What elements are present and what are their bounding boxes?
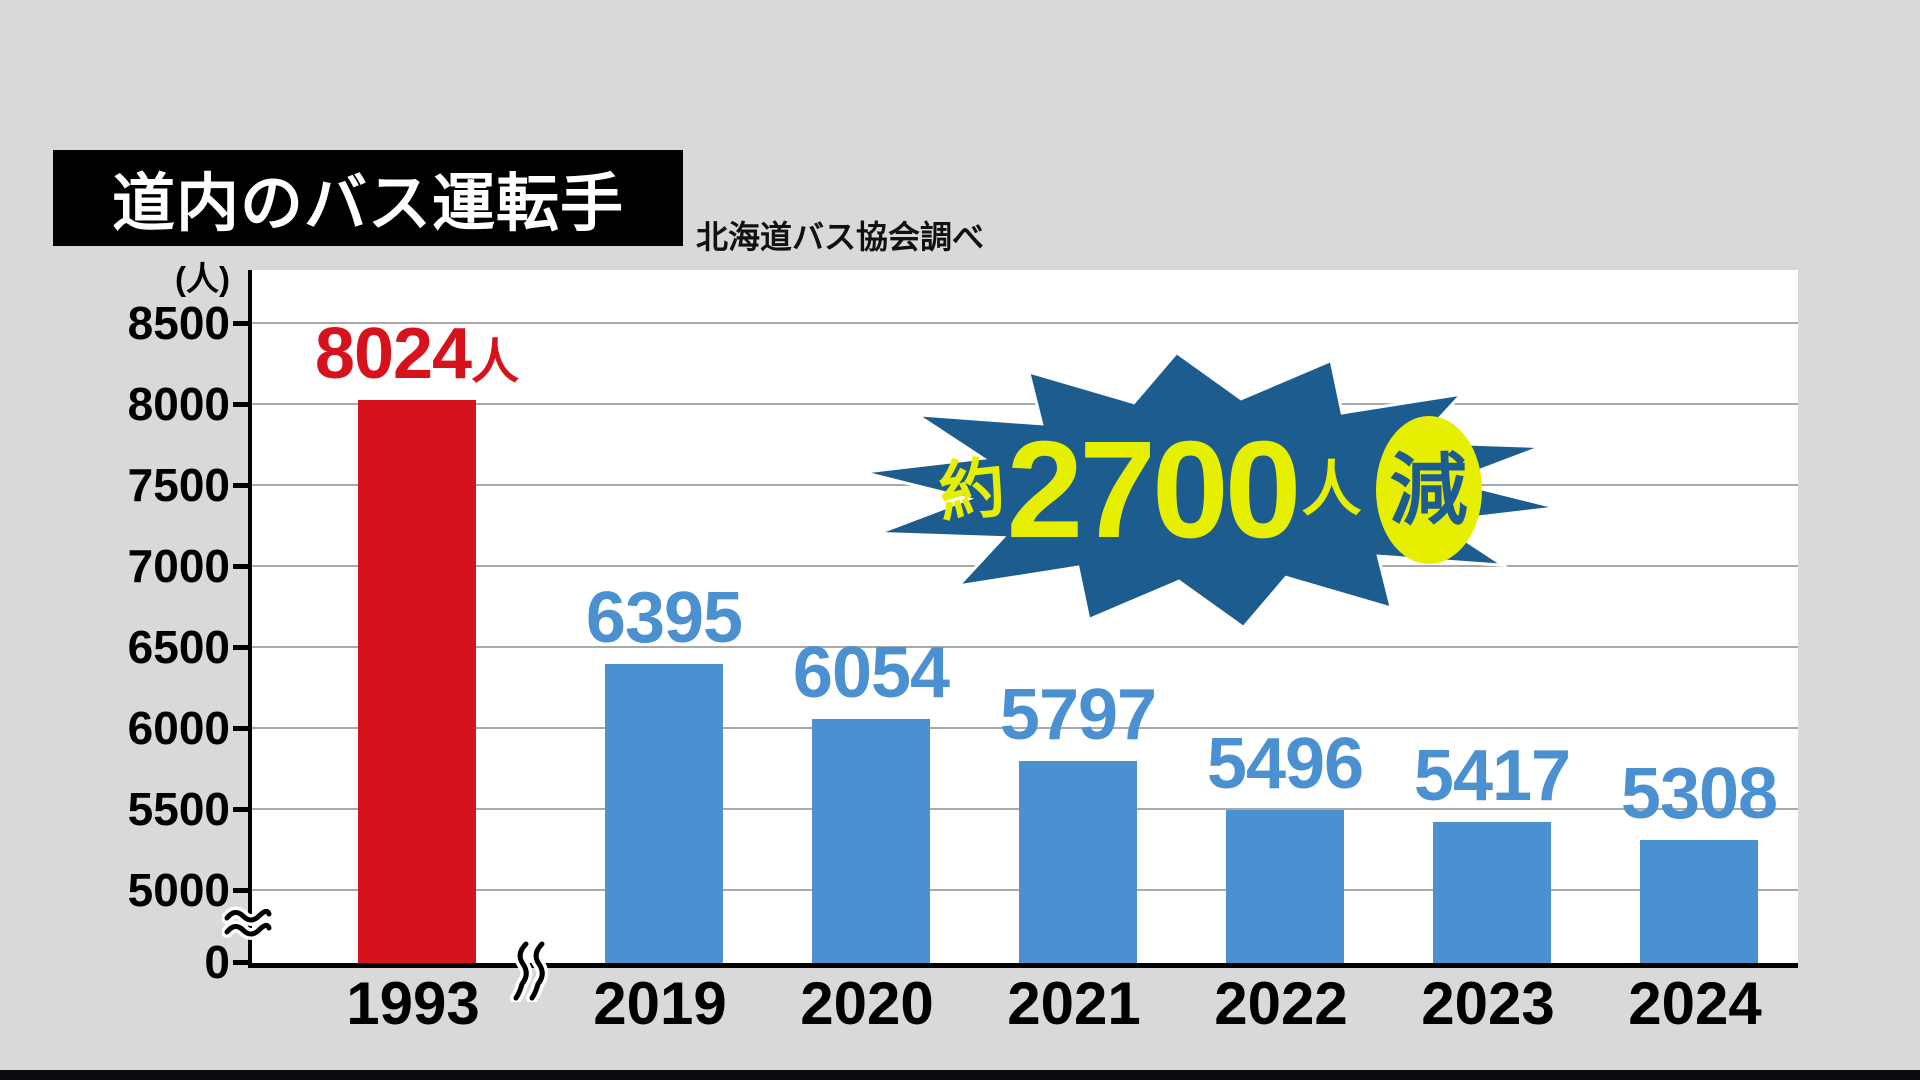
x-axis-break-icon: [508, 938, 556, 1007]
x-tick-label-2020: 2020: [800, 970, 934, 1037]
y-tick-label-5500: 5500: [127, 783, 230, 835]
x-tick-label-2021: 2021: [1007, 970, 1141, 1037]
y-tick-label-0: 0: [204, 936, 230, 988]
y-tick-label-8000: 8000: [127, 378, 230, 430]
callout-unit: 人: [1301, 456, 1362, 523]
callout-decrease-badge: 減: [1375, 416, 1482, 564]
bar-2020: [812, 719, 930, 963]
bar-value-label-2023: 5417: [1413, 736, 1571, 817]
callout-content: 約 2700 人 減: [855, 348, 1565, 632]
y-tick-mark: [233, 402, 248, 407]
y-tick-mark: [233, 564, 248, 569]
bar-2023: [1433, 822, 1551, 963]
y-tick-mark: [233, 726, 248, 731]
bar-value-label-2022: 5496: [1206, 723, 1364, 804]
bar-value-label-2021: 5797: [999, 674, 1157, 755]
callout-number: 2700: [1006, 413, 1302, 567]
bar-2022: [1226, 809, 1344, 963]
y-tick-label-6000: 6000: [127, 702, 230, 754]
y-tick-label-6500: 6500: [127, 621, 230, 673]
chart-plot-area: 8024人 6395 6054 5797 5496 5417 5308: [248, 270, 1798, 968]
y-axis-unit-label: (人): [175, 260, 230, 297]
x-tick-label-2019: 2019: [593, 970, 727, 1037]
bar-value-label-2019: 6395: [585, 578, 743, 659]
y-tick-mark: [233, 321, 248, 326]
gridline-8000: [252, 403, 1798, 405]
y-axis-break-icon: [221, 903, 275, 950]
x-tick-label-2022: 2022: [1214, 970, 1348, 1037]
callout-starburst: 約 2700 人 減: [855, 348, 1565, 632]
y-tick-mark: [233, 645, 248, 650]
gridline-8500: [252, 322, 1798, 324]
y-tick-label-7000: 7000: [127, 540, 230, 592]
y-tick-label-7500: 7500: [127, 459, 230, 511]
bar-value-label-2020: 6054: [792, 633, 950, 714]
gridline-6000: [252, 727, 1798, 729]
bar-value-label-2024: 5308: [1620, 754, 1778, 835]
x-tick-label-1993: 1993: [346, 970, 480, 1037]
y-tick-label-5000: 5000: [127, 864, 230, 916]
x-tick-label-2024: 2024: [1628, 970, 1762, 1037]
bar-2019: [605, 664, 723, 963]
source-note: 北海道バス協会調べ: [696, 219, 985, 255]
y-tick-mark: [233, 483, 248, 488]
bar-2021: [1019, 760, 1137, 963]
bar-2024: [1640, 840, 1758, 963]
bar-value-label-1993: 8024人: [314, 314, 520, 395]
y-tick-mark: [233, 888, 248, 893]
y-tick-mark: [233, 960, 248, 965]
callout-prefix: 約: [934, 449, 1009, 531]
page-title-text: 道内のバス運転手: [112, 168, 624, 239]
gridline-6500: [252, 646, 1798, 648]
y-tick-mark: [233, 807, 248, 812]
y-tick-label-8500: 8500: [127, 297, 230, 349]
page-title: 道内のバス運転手: [53, 150, 683, 246]
x-tick-label-2023: 2023: [1421, 970, 1555, 1037]
bottom-letterbox-bar: [0, 1070, 1920, 1080]
bar-1993: [358, 400, 476, 963]
